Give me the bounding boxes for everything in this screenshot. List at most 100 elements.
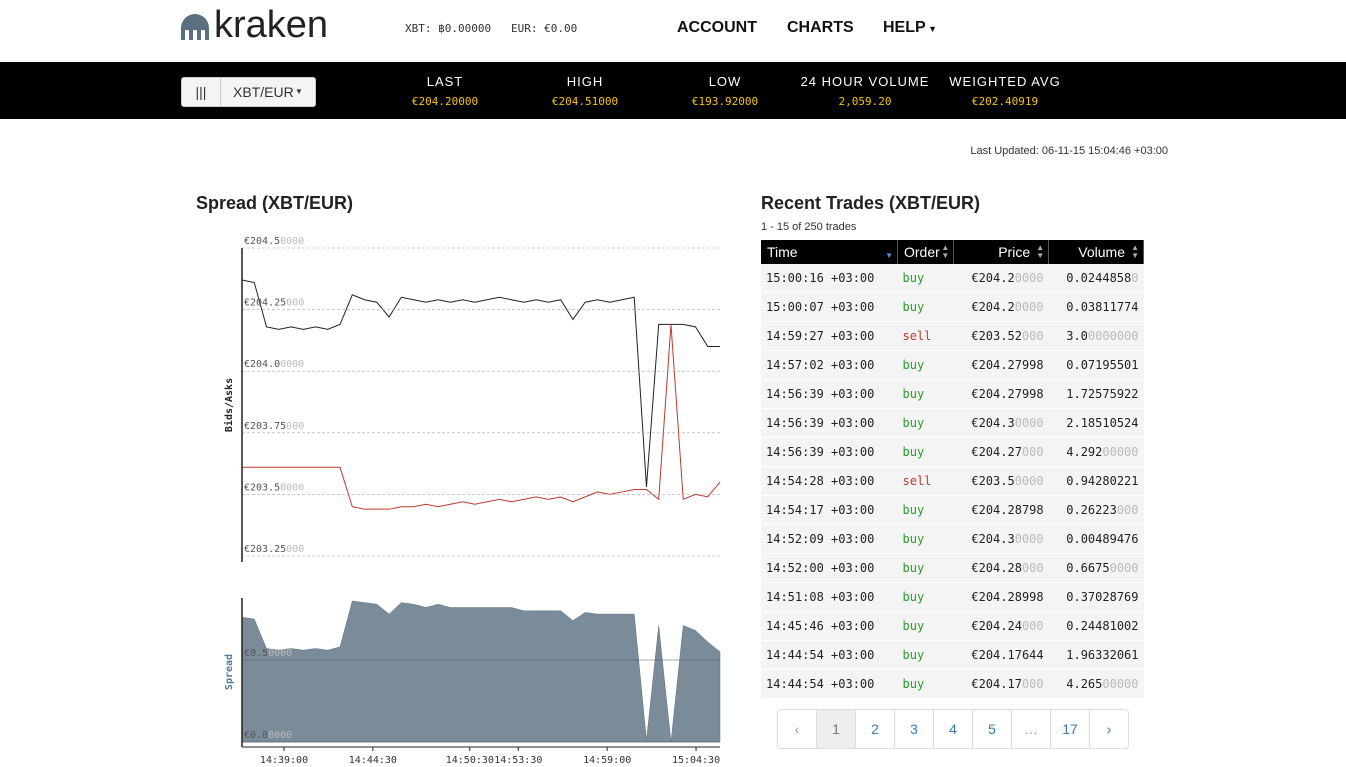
trade-cell: €204.30000 [953, 408, 1049, 438]
y-tick-label: €203.50000 [244, 482, 304, 493]
stat-value: €193.92000 [691, 95, 759, 108]
trade-cell: 0.02448580 [1048, 264, 1144, 293]
sort-icon: ▲ ▼ [941, 243, 950, 260]
trade-cell: buy [897, 292, 954, 322]
trade-row: 14:45:46 +03:00 buy €204.24000 0.24481002 [761, 611, 1144, 641]
trade-row: 14:44:54 +03:00 buy €204.17644 1.96332061 [761, 640, 1144, 670]
pair-label: XBT/EUR [233, 84, 294, 100]
y-tick-label: €204.00000 [244, 359, 304, 370]
trade-cell: €204.27998 [953, 379, 1049, 409]
trade-cell: buy [897, 669, 954, 699]
trade-row: 14:57:02 +03:00 buy €204.27998 0.07195501 [761, 350, 1144, 380]
y-tick-label: €203.25000 [244, 544, 304, 555]
page-button[interactable]: 4 [934, 710, 973, 748]
trade-row: 14:52:09 +03:00 buy €204.30000 0.00489476 [761, 524, 1144, 554]
trade-cell: €203.50000 [953, 466, 1049, 496]
page-button[interactable]: 17 [1051, 710, 1090, 748]
trades-table: Time ▼ Order ▲ ▼ Price ▲ ▼ Volume ▲ ▼ 15:00:16 +03:… [761, 240, 1144, 699]
logo-icon [181, 14, 209, 40]
y-tick-label: €204.50000 [244, 236, 304, 247]
ticker-stat: LAST €204.20000 [375, 74, 515, 108]
page-button[interactable]: 2 [856, 710, 895, 748]
trade-cell: €204.28798 [953, 495, 1049, 525]
ticker-stat: WEIGHTED AVG €202.40919 [935, 74, 1075, 108]
trade-cell: €204.27000 [953, 437, 1049, 467]
column-header[interactable]: Volume ▲ ▼ [1048, 240, 1144, 264]
y-axis-label: Bids/Asks [223, 378, 235, 432]
balances: XBT: ฿0.00000 EUR: €0.00 [405, 22, 577, 35]
trade-cell: €204.20000 [953, 264, 1049, 293]
column-header[interactable]: Price ▲ ▼ [953, 240, 1050, 264]
series-line [241, 279, 720, 488]
sort-icon: ▼ [885, 251, 893, 260]
x-tick-label: 14:53:30 [494, 755, 542, 766]
trade-cell: buy [897, 350, 954, 380]
trade-cell: 0.03811774 [1048, 292, 1144, 322]
sort-icon: ▲ ▼ [1036, 243, 1045, 260]
column-header[interactable]: Time ▼ [761, 240, 898, 264]
trade-row: 14:59:27 +03:00 sell €203.52000 3.00000000 [761, 321, 1144, 351]
trade-cell: 14:59:27 +03:00 [761, 321, 898, 351]
trade-cell: €203.52000 [953, 321, 1049, 351]
trade-cell: buy [897, 524, 954, 554]
stat-label: WEIGHTED AVG [949, 74, 1061, 89]
x-tick-label: 14:44:30 [349, 755, 397, 766]
trade-cell: €204.28998 [953, 582, 1049, 612]
trade-cell: 14:52:09 +03:00 [761, 524, 898, 554]
trade-row: 15:00:16 +03:00 buy €204.20000 0.02448580 [761, 264, 1144, 293]
trade-cell: 0.24481002 [1048, 611, 1144, 641]
trade-row: 14:54:17 +03:00 buy €204.28798 0.26223000 [761, 495, 1144, 525]
trade-cell: €204.24000 [953, 611, 1049, 641]
trade-cell: buy [897, 408, 954, 438]
page-button[interactable]: 1 [817, 710, 856, 748]
trade-cell: 4.29200000 [1048, 437, 1144, 467]
trade-cell: 1.96332061 [1048, 640, 1144, 670]
trade-row: 14:52:00 +03:00 buy €204.28000 0.66750000 [761, 553, 1144, 583]
spread-area [241, 600, 721, 743]
logo[interactable]: kraken [214, 4, 329, 46]
stat-value: €204.51000 [551, 95, 619, 108]
trade-cell: 14:54:28 +03:00 [761, 466, 898, 496]
trade-cell: buy [897, 611, 954, 641]
page-button[interactable]: › [1106, 721, 1112, 737]
trade-cell: 15:00:16 +03:00 [761, 264, 898, 293]
balance-value: ฿0.00000 [438, 22, 492, 35]
x-tick-label: 14:39:00 [260, 755, 308, 766]
nav-link[interactable]: CHARTS [787, 19, 854, 36]
trade-row: 14:56:39 +03:00 buy €204.27998 1.72575922 [761, 379, 1144, 409]
trade-cell: 0.26223000 [1048, 495, 1144, 525]
trade-row: 14:44:54 +03:00 buy €204.17000 4.26500000 [761, 669, 1144, 699]
balance-label: EUR: [510, 22, 538, 35]
trade-cell: 14:57:02 +03:00 [761, 350, 898, 380]
page-button[interactable]: … [1012, 710, 1051, 748]
page-button[interactable]: ‹ [778, 710, 817, 748]
sort-icon: ▲ ▼ [1131, 243, 1139, 260]
y-tick-label: €204.25000 [244, 298, 304, 309]
pair-selector[interactable]: ||| XBT/EUR ▼ [181, 77, 316, 107]
trade-cell: 14:56:39 +03:00 [761, 408, 898, 438]
series-line [242, 324, 721, 510]
trade-cell: €204.30000 [953, 524, 1049, 554]
last-updated: Last Updated: 06-11-15 15:04:46 +03:00 [970, 145, 1168, 157]
trade-cell: 0.00489476 [1048, 524, 1144, 554]
column-header[interactable]: Order ▲ ▼ [897, 240, 955, 264]
page-button[interactable]: 5 [973, 710, 1012, 748]
trade-row: 15:00:07 +03:00 buy €204.20000 0.03811774 [761, 292, 1144, 322]
y-tick-label: €0.50000 [244, 648, 292, 659]
trade-cell: 14:52:00 +03:00 [761, 553, 898, 583]
y-tick-label: €0.00000 [244, 730, 292, 741]
column-label: Time [767, 244, 798, 260]
trade-row: 14:56:39 +03:00 buy €204.27000 4.29200000 [761, 437, 1144, 467]
trade-cell: 2.18510524 [1048, 408, 1144, 438]
page-button[interactable]: 3 [895, 710, 934, 748]
nav-link[interactable]: ACCOUNT [677, 19, 757, 36]
nav-link[interactable]: HELP ▼ [883, 19, 938, 36]
trade-row: 14:56:39 +03:00 buy €204.30000 2.18510524 [761, 408, 1144, 438]
trade-cell: €204.17644 [953, 640, 1049, 670]
column-label: Volume [1078, 244, 1125, 260]
trade-cell: €204.20000 [953, 292, 1049, 322]
trade-cell: 1.72575922 [1048, 379, 1144, 409]
ticker-stat: LOW €193.92000 [655, 74, 795, 108]
trade-cell: buy [897, 264, 954, 293]
